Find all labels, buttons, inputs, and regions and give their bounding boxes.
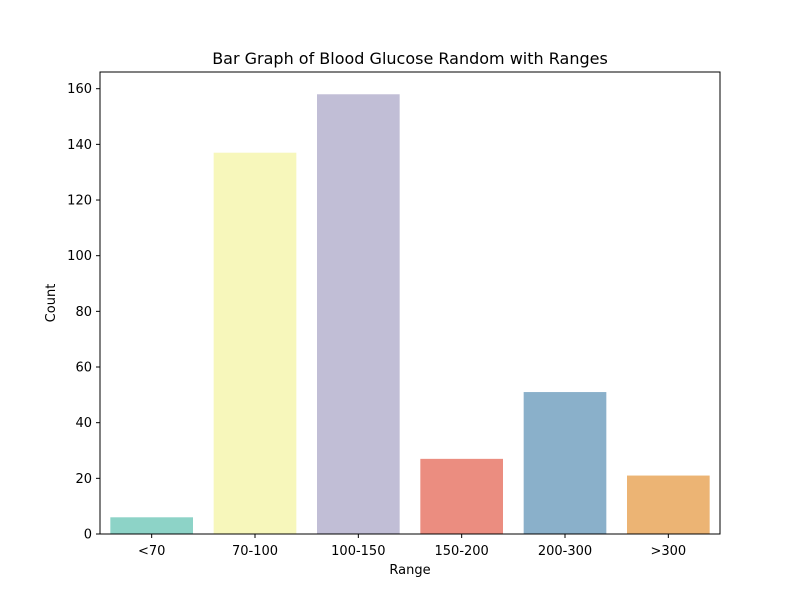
x-tick-label-4: 200-300	[538, 544, 592, 559]
x-tick-label-1: 70-100	[232, 544, 278, 559]
y-axis-label: Count	[44, 284, 59, 323]
bar-3	[420, 458, 503, 534]
y-tick-label-2: 40	[75, 416, 92, 431]
x-tick-label-5: >300	[650, 544, 686, 559]
x-tick-label-3: 150-200	[435, 544, 489, 559]
x-axis-label: Range	[389, 563, 430, 578]
bar-0	[110, 517, 193, 534]
plot-frame	[99, 71, 721, 535]
y-axis-ticks: 0 20 40 60 80 100 120 140 160	[67, 82, 100, 543]
bars-group	[110, 94, 710, 534]
bar-2	[317, 94, 400, 534]
chart-title: Bar Graph of Blood Glucose Random with R…	[212, 49, 608, 68]
bar-5	[627, 475, 710, 534]
y-tick-label-5: 100	[67, 249, 92, 264]
y-tick-label-1: 20	[75, 472, 92, 487]
x-axis-ticks: <70 70-100 100-150 150-200 200-300 >300	[138, 534, 686, 559]
x-tick-label-2: 100-150	[331, 544, 385, 559]
bar-1	[213, 152, 297, 534]
y-tick-label-7: 140	[67, 138, 92, 153]
y-tick-label-3: 60	[75, 361, 92, 376]
y-tick-label-6: 120	[67, 194, 92, 209]
y-tick-label-4: 80	[75, 305, 92, 320]
bar-4	[523, 392, 607, 534]
y-tick-label-0: 0	[84, 528, 92, 543]
x-tick-label-0: <70	[138, 544, 165, 559]
y-tick-label-8: 160	[67, 82, 92, 97]
